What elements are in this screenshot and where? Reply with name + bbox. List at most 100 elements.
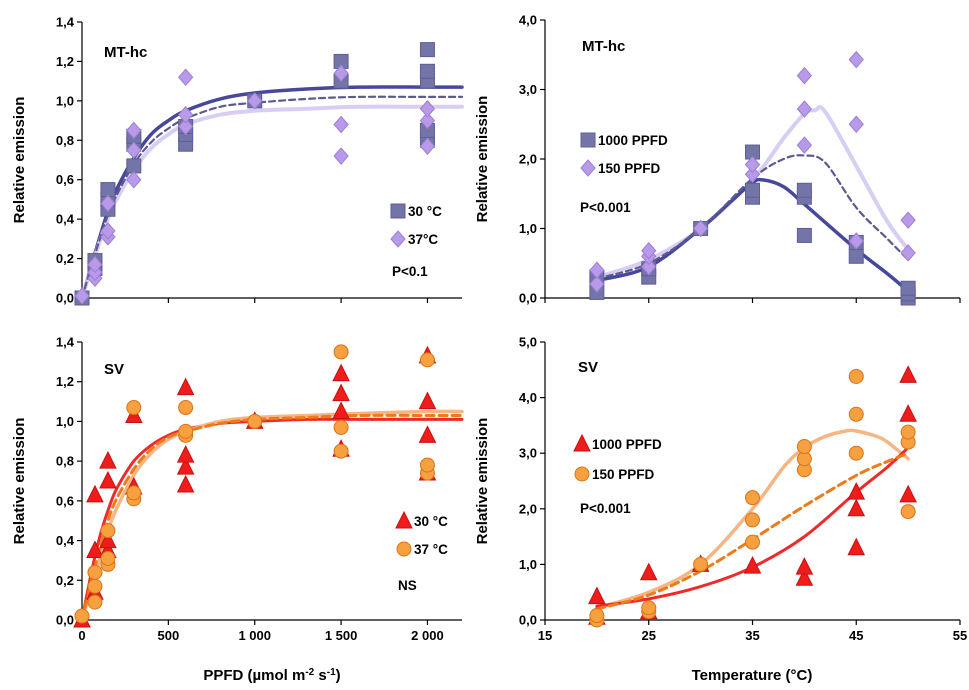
data-point-triangle xyxy=(99,530,117,549)
x-axis-title-ppfd: PPFD (µmol m-2 s-1) xyxy=(203,667,340,685)
data-point-square xyxy=(100,182,116,198)
legend-label: 37 °C xyxy=(414,542,448,557)
y-tick-label: 0,0 xyxy=(519,613,537,628)
data-point-diamond xyxy=(100,222,116,240)
y-tick-label: 4,0 xyxy=(519,13,537,28)
y-tick-label: 0,0 xyxy=(56,613,74,628)
panel-label: SV xyxy=(104,361,124,378)
y-axis-title: Relative emission xyxy=(474,418,491,545)
legend-label: 1000 PPFD xyxy=(598,133,668,148)
data-point-circle xyxy=(419,352,435,368)
data-point-triangle xyxy=(176,377,195,396)
data-point-triangle xyxy=(176,474,195,493)
x-tick-label: 2 000 xyxy=(411,628,444,643)
data-point-diamond xyxy=(641,241,657,260)
fit-curve-dashed-red xyxy=(595,451,910,611)
y-tick-label: 1,4 xyxy=(56,335,75,350)
data-point-diamond xyxy=(796,66,813,85)
y-tick-label: 1,2 xyxy=(56,374,74,389)
data-point-diamond xyxy=(333,115,349,134)
data-point-circle xyxy=(796,439,812,455)
data-point-circle xyxy=(100,523,116,539)
data-point-diamond xyxy=(900,244,916,262)
y-tick-label: 1,0 xyxy=(56,93,74,108)
data-point-diamond xyxy=(796,100,813,118)
data-point-triangle xyxy=(639,562,658,581)
y-tick-label: 0,4 xyxy=(56,212,75,227)
legend-marker-square xyxy=(580,132,596,148)
fit-curve-solid-orange xyxy=(80,409,464,622)
data-point-diamond xyxy=(126,170,142,189)
legend-marker-square xyxy=(390,203,406,219)
y-tick-label: 0,2 xyxy=(56,251,74,266)
data-point-triangle xyxy=(176,445,195,463)
data-point-triangle xyxy=(795,568,814,586)
fit-curve-dashed-mid xyxy=(80,95,464,300)
x-axis-title-temperature: Temperature (°C) xyxy=(692,667,813,684)
y-tick-label: 1,0 xyxy=(56,414,74,429)
data-point-triangle xyxy=(899,365,917,383)
data-point-diamond xyxy=(641,257,657,276)
data-point-diamond xyxy=(177,117,194,136)
legend-marker-circle xyxy=(574,466,590,482)
data-point-square xyxy=(796,182,812,198)
data-point-triangle xyxy=(418,391,437,410)
legend-marker-triangle xyxy=(573,433,591,452)
data-point-circle xyxy=(333,443,349,459)
data-point-triangle xyxy=(899,484,917,503)
data-point-diamond xyxy=(177,105,194,124)
y-tick-label: 0,2 xyxy=(56,573,74,588)
data-point-diamond xyxy=(247,92,263,110)
data-point-triangle xyxy=(847,498,866,517)
data-point-square xyxy=(745,182,760,198)
y-tick-label: 4,0 xyxy=(519,390,537,405)
data-point-circle xyxy=(247,413,263,429)
data-point-diamond xyxy=(333,64,349,83)
data-point-circle xyxy=(178,400,194,416)
y-tick-label: 2,0 xyxy=(519,501,537,516)
data-point-square xyxy=(796,227,812,243)
chart-panel-sv_ppfd: 0,0 0,2 0,4 0,6 0,8 1,0 1,2 1,4 0 500 1 000 1 500 2 … xyxy=(11,335,464,643)
data-point-triangle xyxy=(332,383,350,402)
y-axis-title: Relative emission xyxy=(474,96,491,223)
y-tick-label: 0,4 xyxy=(56,533,75,548)
data-point-circle xyxy=(745,490,760,506)
x-tick-label: 1 000 xyxy=(238,628,271,643)
data-point-square xyxy=(419,42,435,58)
data-point-triangle xyxy=(847,537,866,556)
data-point-circle xyxy=(900,424,916,440)
data-point-circle xyxy=(87,594,103,610)
data-point-circle xyxy=(333,419,349,435)
data-point-square xyxy=(126,158,142,174)
x-tick-label: 55 xyxy=(953,628,967,643)
data-point-diamond xyxy=(589,275,605,293)
y-tick-label: 0,6 xyxy=(56,493,74,508)
data-point-circle xyxy=(87,564,103,580)
data-point-circle xyxy=(745,512,760,528)
legend-label: 37°C xyxy=(408,232,438,247)
data-point-triangle xyxy=(176,456,195,475)
data-point-triangle xyxy=(332,401,350,419)
y-tick-label: 1,4 xyxy=(56,15,75,30)
data-point-triangle xyxy=(418,425,437,443)
y-tick-label: 2,0 xyxy=(519,152,537,167)
panel-label: MT-hc xyxy=(104,44,147,61)
y-tick-label: 1,2 xyxy=(56,54,74,69)
data-point-circle xyxy=(848,445,864,461)
x-tick-label: 500 xyxy=(158,628,180,643)
data-point-triangle xyxy=(743,555,762,574)
y-tick-label: 0,6 xyxy=(56,172,74,187)
data-point-diamond xyxy=(848,115,864,134)
y-tick-label: 1,0 xyxy=(519,557,537,572)
data-point-circle xyxy=(74,608,90,624)
data-point-diamond xyxy=(744,155,761,174)
panel-label: SV xyxy=(578,359,598,376)
stat-annotation: NS xyxy=(398,578,417,593)
legend-label: 1000 PPFD xyxy=(592,437,662,452)
y-tick-label: 1,0 xyxy=(519,221,537,236)
data-point-triangle xyxy=(795,557,814,575)
data-point-square xyxy=(419,63,435,79)
y-tick-label: 3,0 xyxy=(519,82,537,97)
